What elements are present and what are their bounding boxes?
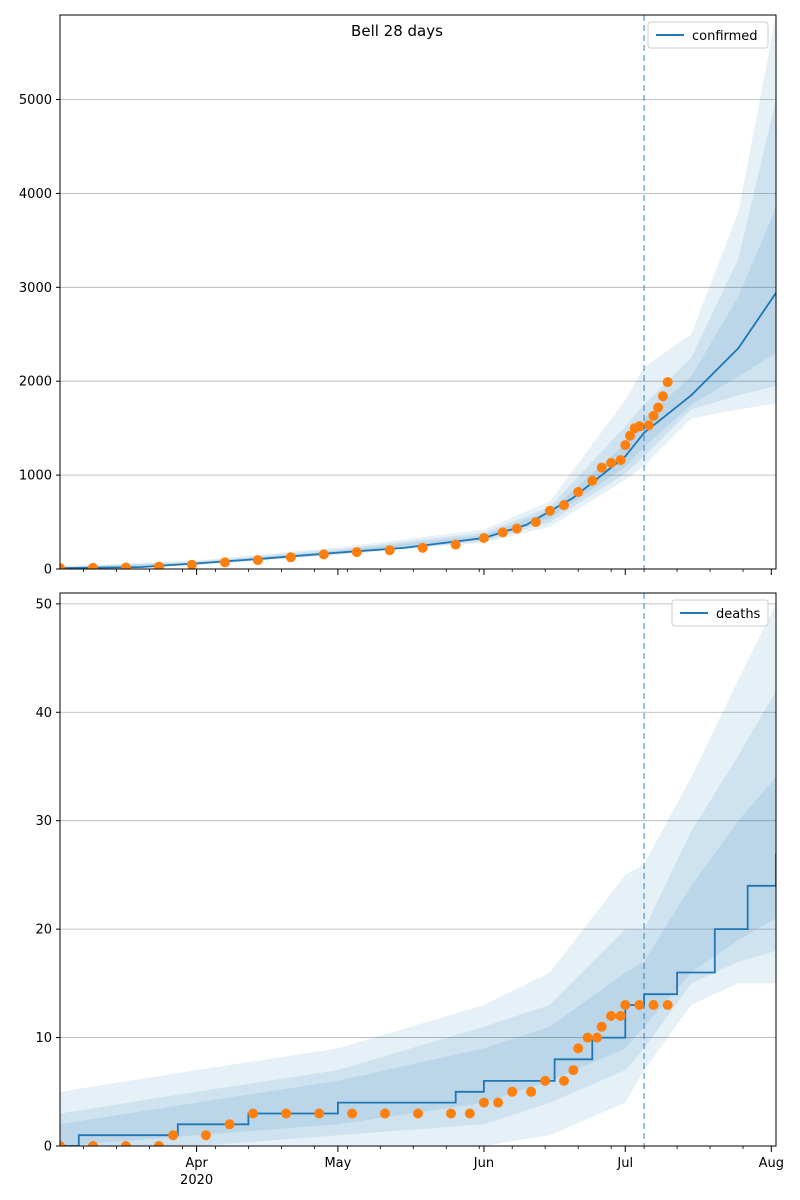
observed-point: [285, 552, 296, 563]
observed-point: [153, 561, 164, 569]
axes-frame: [59, 592, 777, 1147]
x-tick-label: Jul: [616, 1156, 633, 1171]
legend-label: deaths: [716, 607, 761, 622]
observed-point: [648, 1000, 659, 1010]
uncertainty-band: [60, 690, 776, 1146]
observed-point: [478, 533, 489, 543]
observed-point: [120, 562, 131, 569]
observed-point: [450, 539, 461, 550]
observed-point: [648, 410, 659, 421]
observed-point: [248, 1108, 259, 1119]
observed-point: [643, 420, 654, 431]
observed-point: [497, 527, 508, 538]
observed-point: [60, 1141, 65, 1146]
observed-point: [219, 557, 230, 568]
observed-point: [592, 1032, 602, 1043]
figure-title: Bell 28 days: [351, 22, 443, 40]
observed-point: [351, 547, 362, 558]
legend-box: [647, 21, 769, 49]
y-tick-label: 0: [44, 1140, 52, 1155]
observed-point: [559, 1075, 569, 1086]
observed-point: [530, 517, 541, 528]
axes-frame: [59, 14, 777, 570]
observed-point: [596, 1021, 607, 1032]
observed-point: [634, 1000, 645, 1010]
observed-point: [657, 391, 668, 402]
observed-point: [186, 559, 197, 569]
observed-point: [347, 1108, 358, 1119]
deaths-panel: 0 10 20 30 40 50 Apr 2020 May Jun Jul Aug deaths: [35, 592, 784, 1188]
observed-point: [417, 542, 428, 553]
observed-point: [478, 1097, 489, 1108]
observed-point: [493, 1097, 504, 1108]
observed-point: [60, 563, 65, 569]
y-tick-label: 0: [44, 563, 52, 578]
observed-point: [544, 505, 555, 516]
observed-point: [314, 1108, 325, 1119]
observed-point: [582, 1032, 593, 1043]
observed-point: [596, 462, 607, 473]
observed-point: [281, 1108, 292, 1119]
observed-point: [384, 545, 395, 556]
observed-point: [653, 402, 664, 413]
observed-point: [615, 455, 626, 466]
plot-area: [60, 15, 776, 569]
x-tick-label: 2020: [180, 1173, 213, 1188]
observed-point: [540, 1075, 551, 1086]
observed-point: [507, 1086, 518, 1097]
observed-point: [662, 1000, 673, 1010]
observed-point: [662, 377, 673, 388]
y-tick-label: 50: [35, 597, 52, 612]
observed-point: [201, 1130, 211, 1141]
observed-point: [559, 500, 569, 511]
observed-point: [615, 1010, 626, 1021]
confirmed-panel: 0 1000 2000 3000 4000 5000 confirmed: [19, 14, 777, 578]
observed-point: [568, 1065, 579, 1076]
observed-point: [620, 1000, 631, 1010]
y-tick-label: 20: [35, 923, 52, 938]
y-tick-label: 40: [35, 706, 52, 721]
observed-point: [413, 1108, 423, 1119]
legend-box: [671, 599, 769, 627]
observed-point: [88, 562, 98, 569]
legend-label: confirmed: [692, 29, 758, 44]
observed-point: [120, 1141, 131, 1146]
y-tick-label: 5000: [19, 93, 52, 108]
observed-point: [606, 457, 617, 468]
observed-point: [511, 523, 522, 534]
y-tick-label: 1000: [19, 469, 52, 484]
y-tick-label: 10: [35, 1031, 52, 1046]
observed-point: [625, 430, 635, 441]
x-tick-label: Apr: [185, 1156, 208, 1171]
x-tick-label: Aug: [759, 1156, 784, 1171]
observed-point: [634, 421, 645, 432]
x-tick-label: May: [324, 1156, 351, 1171]
observed-point: [526, 1086, 537, 1097]
observed-point: [252, 555, 263, 566]
observed-point: [573, 487, 584, 497]
y-tick-label: 2000: [19, 375, 52, 390]
observed-point: [464, 1108, 475, 1119]
observed-point: [573, 1043, 584, 1054]
plot-area: [60, 603, 776, 1146]
observed-point: [587, 475, 598, 486]
observed-point: [88, 1141, 98, 1146]
observed-point: [224, 1119, 235, 1130]
uncertainty-band: [60, 603, 776, 1146]
uncertainty-band: [60, 777, 776, 1146]
observed-point: [318, 549, 329, 560]
x-tick-label: Jun: [473, 1156, 494, 1171]
y-tick-label: 30: [35, 814, 52, 829]
observed-point: [446, 1108, 456, 1119]
observed-point: [153, 1141, 164, 1146]
observed-point: [168, 1130, 179, 1141]
y-tick-label: 3000: [19, 281, 52, 296]
observed-point: [380, 1108, 390, 1119]
y-tick-label: 4000: [19, 187, 52, 202]
observed-point: [620, 440, 631, 451]
observed-point: [606, 1010, 617, 1021]
